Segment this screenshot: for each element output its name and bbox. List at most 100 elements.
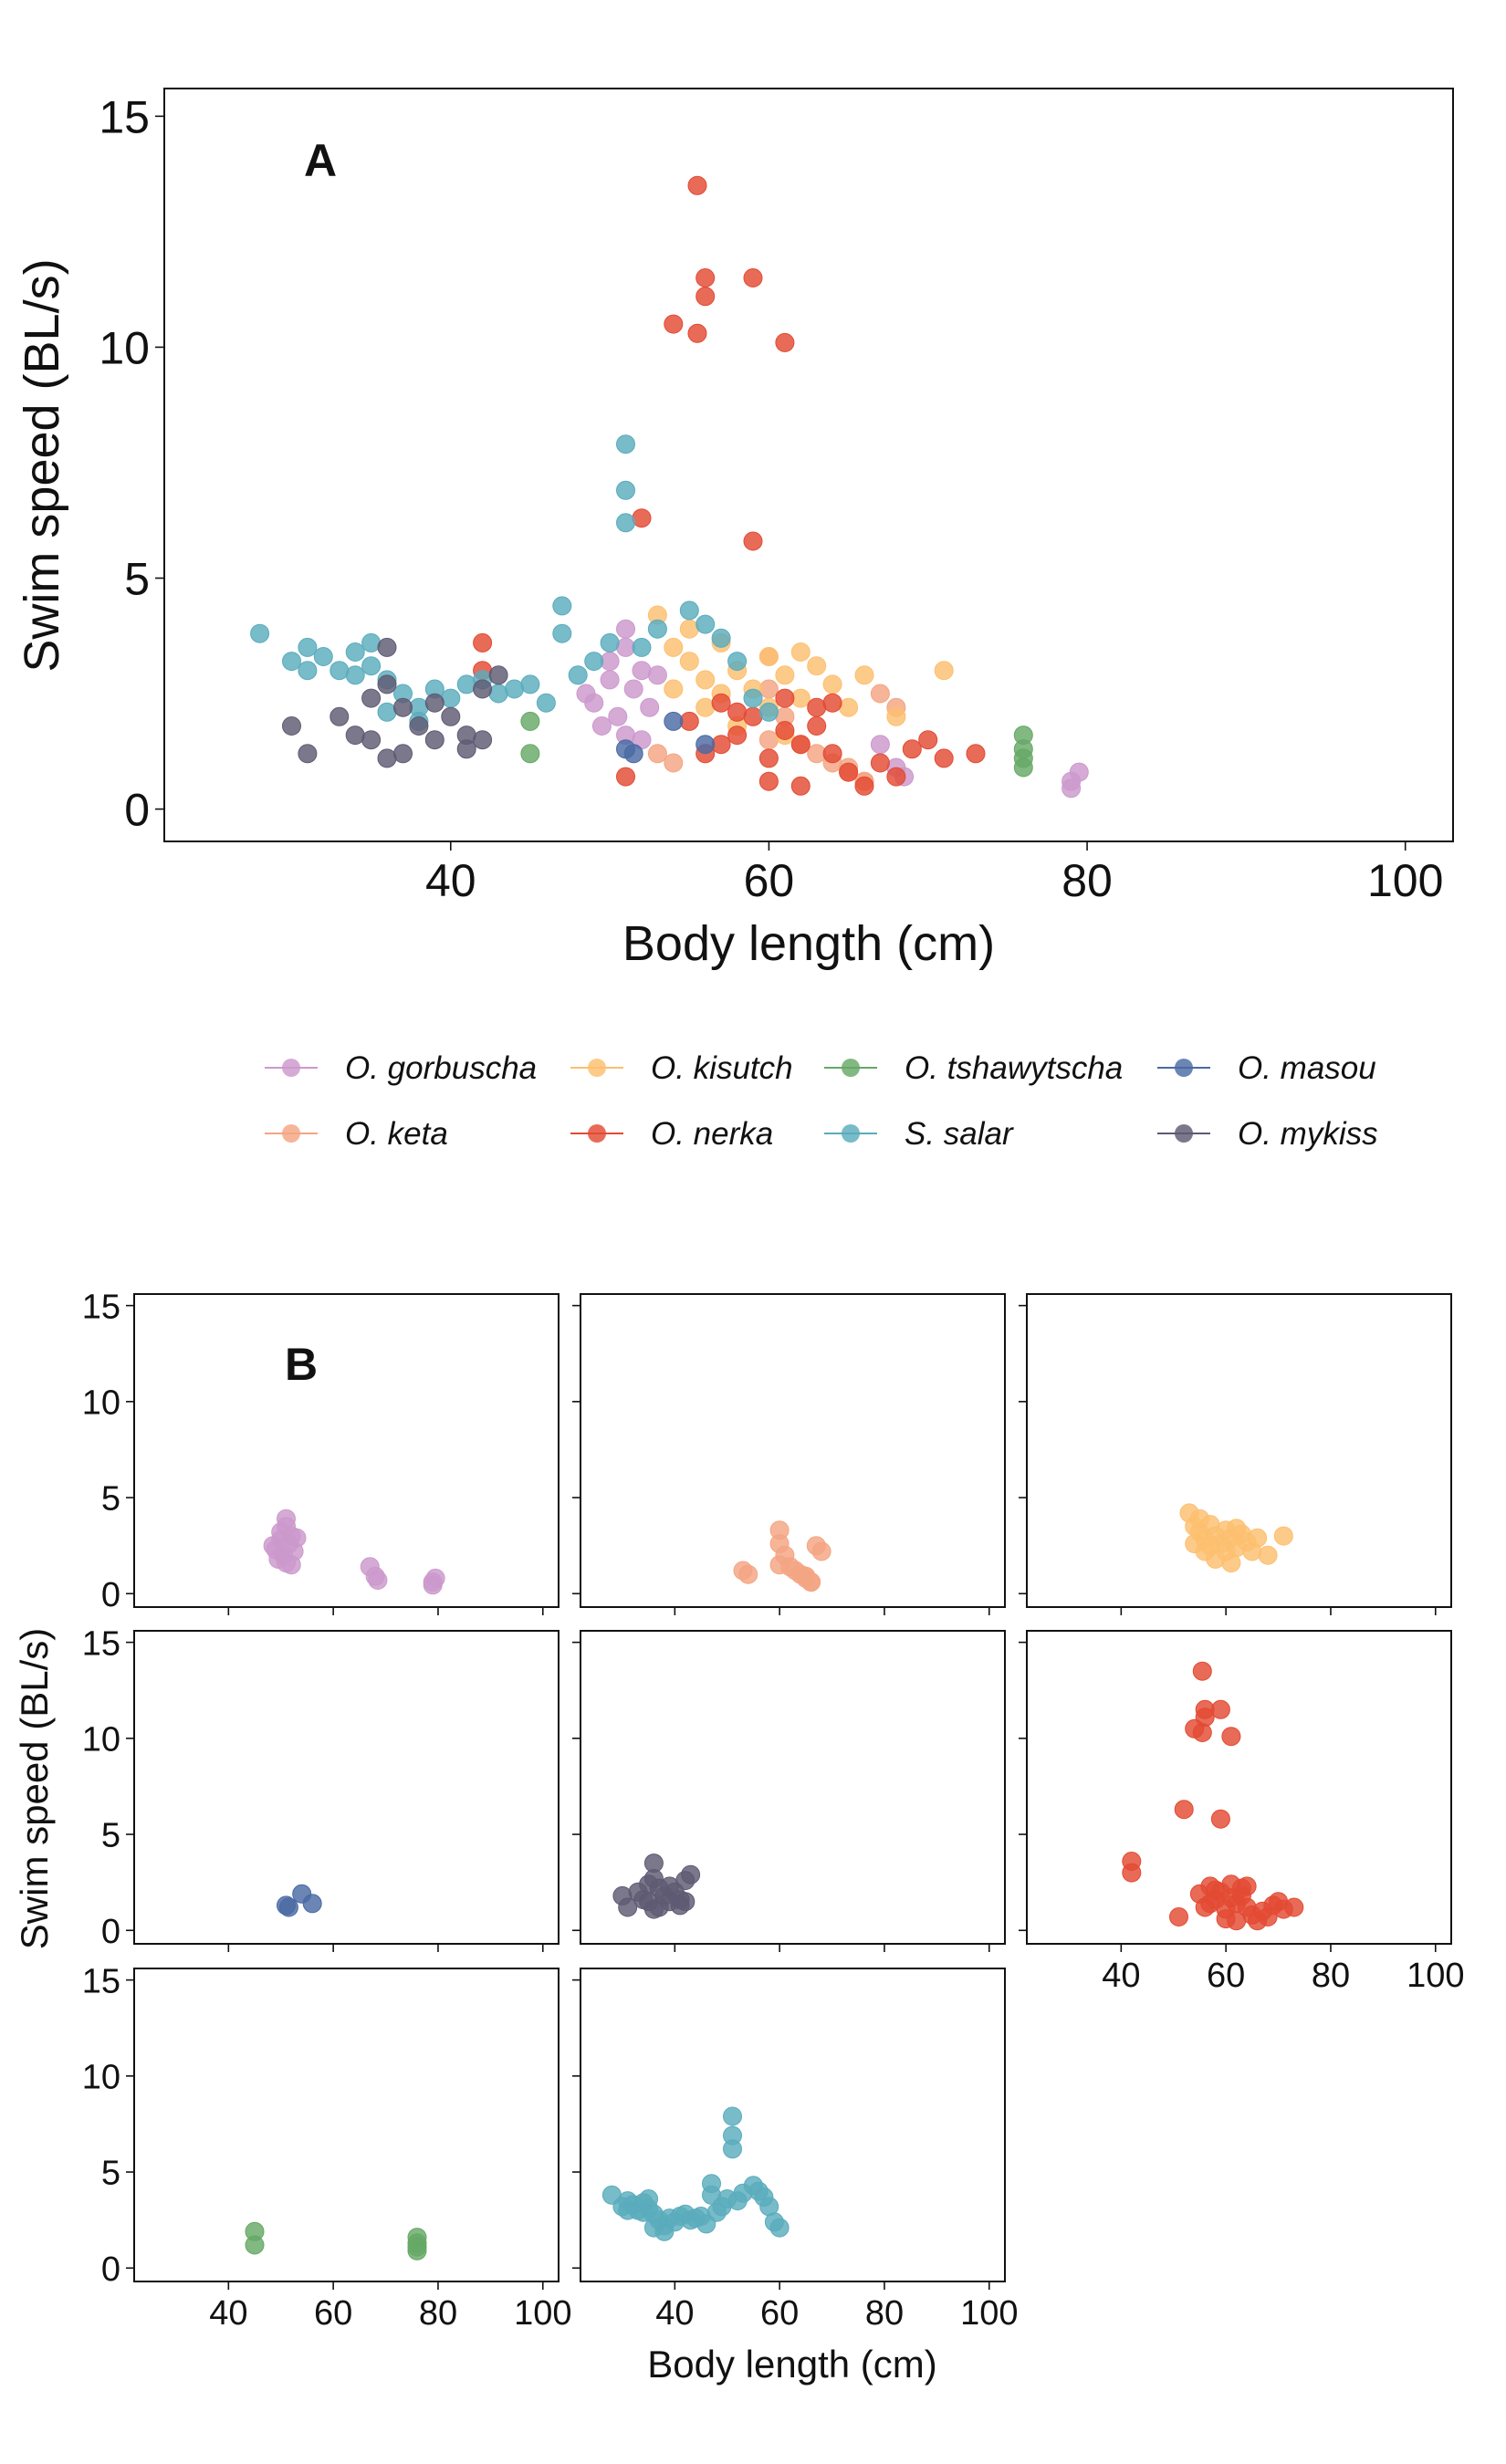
x-tick-label: 40 <box>655 2294 694 2333</box>
series-o-nerka <box>1122 1661 1304 1931</box>
y-tick-label: 10 <box>82 1384 120 1423</box>
facet-o-kisutch <box>1019 1293 1452 1615</box>
data-point <box>687 323 707 343</box>
x-tick-label: 40 <box>209 2294 247 2333</box>
legend-swatch-dot <box>842 1059 860 1077</box>
data-point <box>1227 1519 1247 1539</box>
data-point <box>245 2235 265 2255</box>
data-point <box>361 656 382 676</box>
panel-frame <box>133 1968 560 2282</box>
data-point <box>664 711 684 731</box>
data-point <box>407 2240 427 2260</box>
y-tick-label: 0 <box>101 1913 120 1951</box>
data-point <box>600 632 620 653</box>
data-point <box>576 684 596 704</box>
data-point <box>870 735 890 755</box>
data-point <box>1174 1800 1194 1820</box>
data-point <box>263 1536 283 1556</box>
data-point <box>758 748 779 768</box>
x-tick-label: 60 <box>760 2294 799 2333</box>
data-point <box>1062 778 1082 799</box>
data-point <box>790 776 811 796</box>
data-point <box>966 744 986 764</box>
data-point <box>1221 1727 1241 1747</box>
data-point <box>552 596 572 616</box>
legend-swatch-dot <box>282 1124 300 1143</box>
data-point <box>368 1571 388 1590</box>
data-point <box>277 1509 296 1529</box>
y-tick-label: 15 <box>82 1962 120 2000</box>
data-point <box>664 679 684 699</box>
data-point <box>796 1566 816 1586</box>
y-tick-label: 15 <box>82 1288 120 1326</box>
y-tick-label: 0 <box>101 1576 120 1614</box>
data-point <box>870 753 890 773</box>
legend-label: O. kisutch <box>651 1050 793 1086</box>
data-point <box>723 2139 742 2159</box>
data-point <box>1169 1907 1188 1926</box>
data-point <box>1248 1528 1268 1548</box>
panel-a: 0 5 10 15 40 60 80 100 A Body length (cm) Swim spe… <box>15 88 1454 971</box>
data-point <box>616 434 635 454</box>
y-tick-label: 10 <box>82 1721 120 1759</box>
legend-label: O. tshawytscha <box>905 1050 1123 1086</box>
data-point <box>670 1895 690 1916</box>
data-point <box>839 762 859 782</box>
panel-frame <box>163 88 1454 842</box>
data-point <box>738 1564 758 1584</box>
x-axis-title: Body length (cm) <box>647 2343 936 2386</box>
series-o-gorbuscha <box>576 619 1089 799</box>
facet-o-keta <box>572 1293 1006 1615</box>
data-point <box>281 1555 301 1575</box>
legend-item-o-nerka: O. nerka <box>570 1116 773 1152</box>
legend: O. gorbuscha O. kisutch O. tshawytscha O. m… <box>265 1050 1378 1152</box>
data-point <box>681 1864 701 1885</box>
data-point <box>870 684 890 704</box>
data-point <box>727 702 748 722</box>
series-s-salar <box>250 434 779 731</box>
x-tick-label: 100 <box>1407 1957 1464 1995</box>
data-point <box>568 665 588 685</box>
data-point <box>616 513 635 533</box>
data-point <box>250 623 270 643</box>
data-point <box>473 632 493 653</box>
data-point <box>649 1897 669 1917</box>
data-point <box>618 2200 638 2220</box>
data-point <box>345 726 365 746</box>
x-tick-label: 80 <box>865 2294 904 2333</box>
series-o-gorbuscha <box>263 1509 445 1595</box>
data-point <box>902 739 922 759</box>
data-point <box>423 1575 443 1595</box>
data-point <box>854 776 874 796</box>
y-tick-label: 5 <box>101 1817 120 1855</box>
data-point <box>393 744 413 764</box>
data-point <box>632 661 652 681</box>
data-point <box>623 679 643 699</box>
facet-o-masou: 0 5 10 15 <box>82 1624 560 1952</box>
series-o-masou <box>277 1884 322 1917</box>
x-tick-label: 80 <box>1062 855 1113 906</box>
legend-item-o-tshawytscha: O. tshawytscha <box>824 1050 1123 1086</box>
data-point <box>1237 1876 1257 1896</box>
data-point <box>345 665 365 685</box>
data-point <box>618 1897 638 1917</box>
facet-o-mykiss <box>572 1630 1006 1952</box>
x-tick-label: 100 <box>514 2294 571 2333</box>
x-tick-label: 100 <box>1367 855 1443 906</box>
data-point <box>647 665 667 685</box>
data-point <box>591 716 612 736</box>
data-point <box>679 600 699 621</box>
data-point <box>1284 1897 1304 1917</box>
data-point <box>424 693 444 713</box>
data-point <box>552 623 572 643</box>
data-point <box>377 748 397 768</box>
y-tick-label: 5 <box>101 2155 120 2193</box>
data-point <box>377 637 397 657</box>
data-point <box>345 642 365 662</box>
x-tick-label: 80 <box>1312 1957 1350 1995</box>
data-point <box>711 628 731 648</box>
data-point <box>886 767 906 787</box>
data-point <box>839 697 859 717</box>
legend-item-o-keta: O. keta <box>265 1116 448 1152</box>
data-point <box>695 735 716 755</box>
